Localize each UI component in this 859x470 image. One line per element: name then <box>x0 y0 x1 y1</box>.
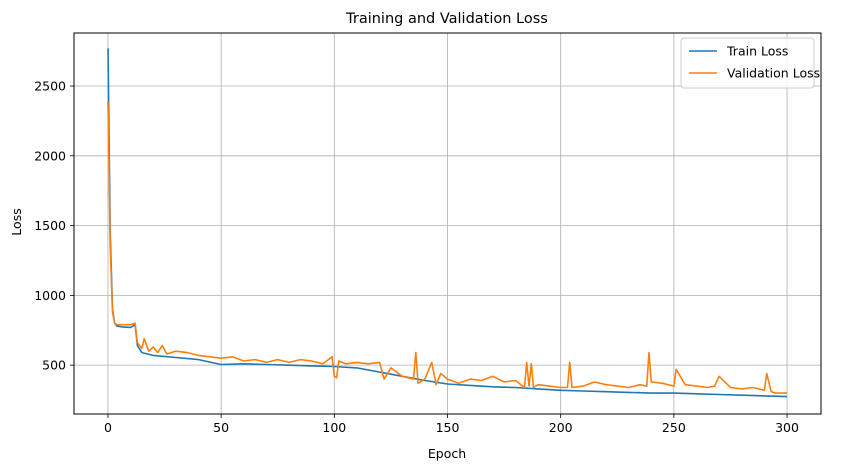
y-axis-label: Loss <box>9 208 24 235</box>
y-tick-label-0: 500 <box>42 358 66 373</box>
x-tick-label-6: 300 <box>775 420 799 435</box>
x-axis-ticks: 0 50 100 150 200 250 300 <box>104 414 799 435</box>
x-tick-label-2: 100 <box>322 420 346 435</box>
legend-label-1: Validation Loss <box>727 66 820 81</box>
series-line-0 <box>107 48 788 398</box>
y-tick-label-1: 1000 <box>34 288 66 303</box>
x-tick-label-3: 150 <box>436 420 460 435</box>
plot-series <box>107 48 788 398</box>
y-tick-label-2: 1500 <box>34 218 66 233</box>
x-tick-label-5: 250 <box>662 420 686 435</box>
grid-lines <box>74 33 821 414</box>
legend: Train Loss Validation Loss <box>680 37 820 89</box>
series-line-1 <box>107 101 787 394</box>
y-tick-label-4: 2500 <box>34 79 66 94</box>
x-tick-label-4: 200 <box>549 420 573 435</box>
chart-title: Training and Validation Loss <box>345 11 548 27</box>
x-axis-label: Epoch <box>428 446 466 461</box>
legend-label-0: Train Loss <box>726 44 788 59</box>
y-axis-ticks: 500 1000 1500 2000 2500 <box>34 79 74 373</box>
x-tick-label-0: 0 <box>104 420 112 435</box>
x-tick-label-1: 50 <box>213 420 229 435</box>
y-tick-label-3: 2000 <box>34 148 66 163</box>
